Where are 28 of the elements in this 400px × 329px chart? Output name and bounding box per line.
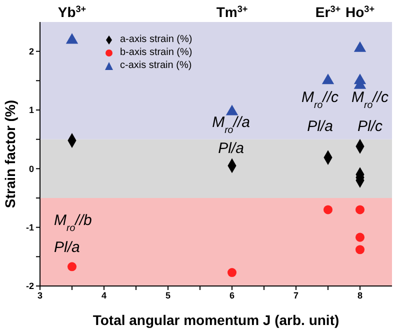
legend-label: c-axis strain (%) [120,59,192,72]
annotation: M$_{ro}$//c [301,89,339,110]
y-axis-title: Strain factor (%) [2,100,18,208]
annotation: M$_{ro}$//b [54,212,92,234]
x-axis-title: Total angular momentum J (arb. unit) [92,312,340,328]
x-tick-label: 4 [101,290,107,300]
x-tick-label: 8 [357,290,363,300]
annotation: Ho$^{3+}$ [345,4,375,20]
x-tick-label: 7 [293,290,299,300]
y-tick-label: 1 [28,105,34,116]
legend-label: a-axis strain (%) [120,33,192,46]
y-tick-label: 0 [28,164,34,174]
annotation: M$_{ro}$//c [351,89,389,110]
y-tick-label: 2 [28,46,34,57]
x-tick-label: 5 [165,290,171,300]
legend-label: b-axis strain (%) [120,46,192,59]
annotation: Pl/c [357,118,383,135]
x-tick-label: 3 [37,290,43,300]
annotation: M$_{ro}$//a [212,114,250,136]
y-tick-label: -1 [26,222,34,233]
x-tick-label: 6 [229,290,235,300]
annotation: Pl/a [307,118,333,135]
annotation: Tm$^{3+}$ [216,4,248,20]
y-tick-label: -2 [26,281,34,292]
annotation: Yb$^{3+}$ [58,4,86,20]
annotation: Er$^{3+}$ [315,4,341,20]
annotation: Pl/a [218,140,244,157]
annotation: Pl/a [54,239,80,256]
